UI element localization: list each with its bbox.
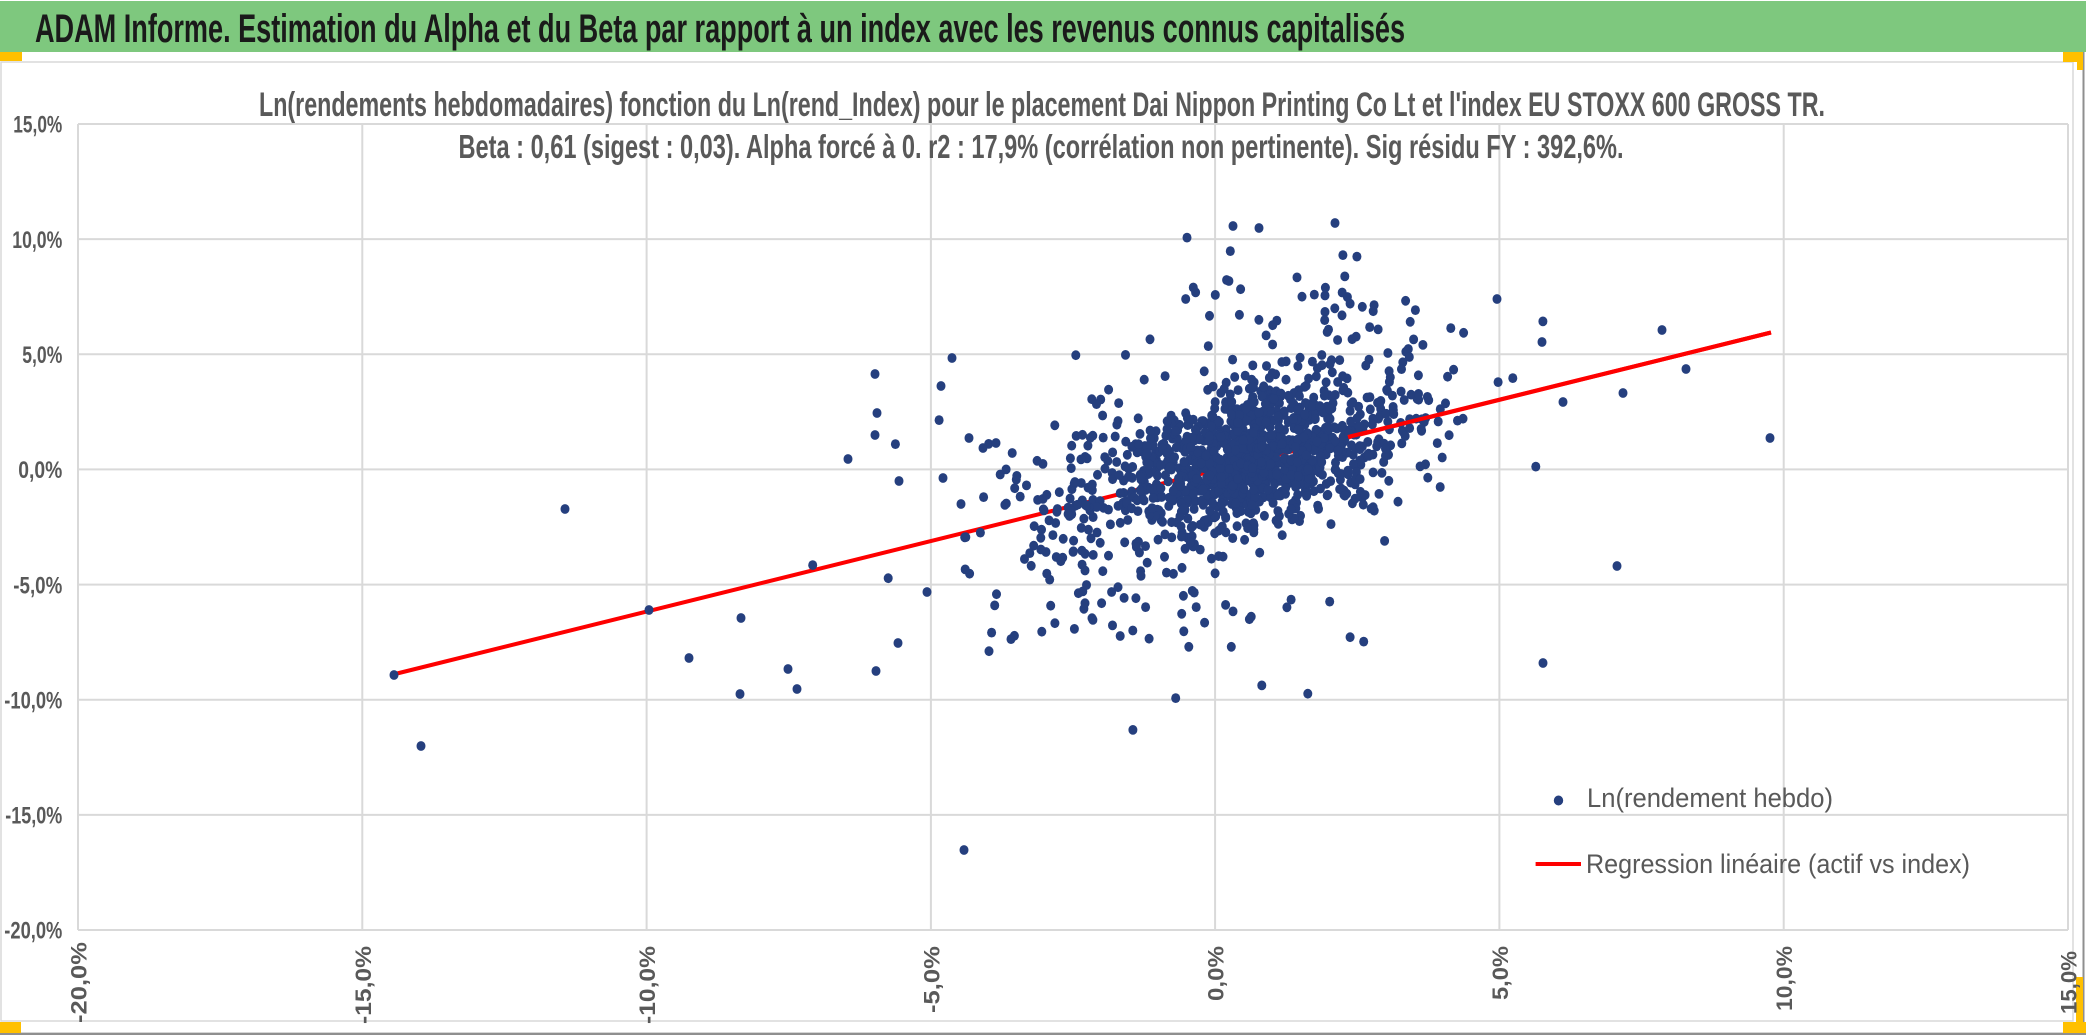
svg-text:0,0%: 0,0%	[18, 457, 62, 484]
svg-text:10,0%: 10,0%	[1772, 946, 1797, 1011]
svg-text:15,0%: 15,0%	[13, 112, 62, 139]
svg-text:5,0%: 5,0%	[22, 342, 62, 369]
svg-text:-15,0%: -15,0%	[351, 946, 376, 1024]
svg-text:-5,0%: -5,0%	[13, 572, 62, 599]
svg-text:-5,0%: -5,0%	[919, 946, 944, 1013]
svg-text:-10,0%: -10,0%	[635, 946, 660, 1024]
svg-text:10,0%: 10,0%	[12, 227, 62, 254]
svg-text:0,0%: 0,0%	[1204, 946, 1229, 1001]
svg-text:Regression linéaire (actif vs: Regression linéaire (actif vs index)	[1586, 849, 1970, 879]
svg-text:Ln(rendements hebdomadaires) f: Ln(rendements hebdomadaires) fonction du…	[259, 86, 1825, 124]
svg-text:15,0%: 15,0%	[2057, 951, 2082, 1014]
svg-text:Beta : 0,61 (sigest : 0,03). A: Beta : 0,61 (sigest : 0,03). Alpha forcé…	[459, 128, 1624, 165]
svg-text:Ln(rendement hebdo): Ln(rendement hebdo)	[1587, 783, 1833, 813]
svg-text:-20,0%: -20,0%	[67, 942, 92, 1023]
svg-text:-15,0%: -15,0%	[5, 803, 62, 830]
svg-text:-10,0%: -10,0%	[4, 687, 62, 714]
svg-text:5,0%: 5,0%	[1488, 946, 1513, 1000]
svg-text:ADAM Informe. Estimation du Al: ADAM Informe. Estimation du Alpha et du …	[35, 7, 1405, 51]
svg-text:-20,0%: -20,0%	[4, 918, 62, 945]
